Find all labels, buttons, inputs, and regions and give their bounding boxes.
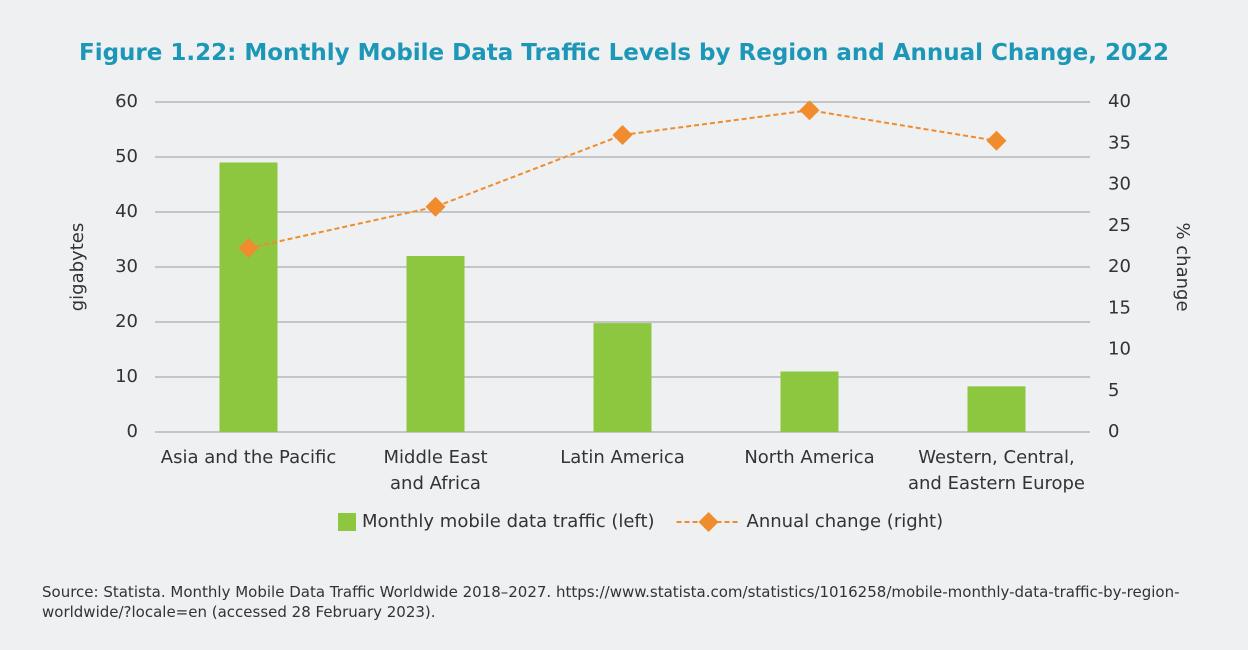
y2-tick-label: 20 [1108,256,1131,277]
source-note: Source: Statista. Monthly Mobile Data Tr… [42,583,1180,621]
x-tick-label: Latin America [560,447,685,468]
x-tick-label: Asia and the Pacific [160,447,337,468]
bar [780,371,839,432]
y-tick-label: 40 [115,201,138,222]
bar [593,323,652,432]
y2-tick-label: 15 [1108,297,1131,318]
y-tick-label: 0 [127,421,138,442]
y-tick-label: 10 [115,366,138,387]
x-tick-label: Middle East and Africa [383,447,488,494]
line [248,109,997,250]
bar [219,162,278,432]
y2-tick-label: 25 [1108,215,1131,236]
y2-axis-label: % change [1172,222,1193,311]
line-marker [612,125,633,145]
x-tick-label: Western, Central, and Eastern Europe [907,447,1085,494]
y2-tick-label: 0 [1108,421,1119,442]
line-marker [425,196,446,217]
chart-title: Figure 1.22: Monthly Mobile Data Traffic… [78,40,1170,66]
y2-tick-label: 30 [1108,174,1131,195]
y-tick-label: 20 [115,311,138,332]
y2-tick-label: 40 [1108,91,1131,112]
line-marker [799,100,820,121]
legend-label: Monthly mobile data traffic (left) [362,511,655,532]
legend-label: Annual change (right) [747,511,944,532]
legend-swatch [338,513,356,531]
y-tick-label: 30 [115,256,138,277]
y2-tick-label: 35 [1108,132,1131,153]
y-tick-label: 60 [115,91,138,112]
line-marker [986,130,1007,151]
bar [406,256,465,432]
legend-marker [698,512,719,532]
y-axis-label: gigabytes [67,223,88,311]
line-marker [238,238,259,259]
x-tick-label: North America [744,447,875,468]
y-tick-label: 50 [115,146,138,167]
bar [967,386,1026,432]
y2-tick-label: 10 [1108,339,1131,360]
y2-tick-label: 5 [1108,380,1119,401]
